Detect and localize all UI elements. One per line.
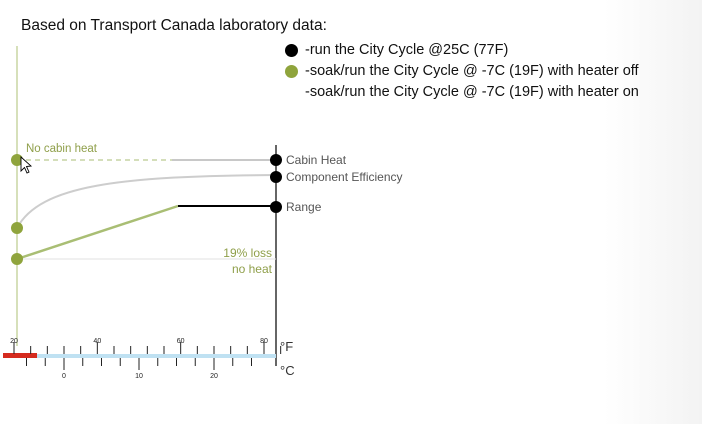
celsius-scale-start-segment	[3, 353, 37, 358]
fahrenheit-unit-label: °F	[280, 339, 293, 354]
series-label-range: Range	[286, 200, 322, 214]
fahrenheit-tick-label: 60	[177, 338, 185, 345]
legend-marker-black	[285, 43, 298, 57]
component-efficiency-black-marker	[270, 171, 282, 183]
celsius-tick-label: 10	[135, 373, 143, 380]
loss-label-line-1: 19% loss	[223, 246, 272, 260]
loss-label-line-2: no heat	[232, 262, 273, 276]
legend-label: -soak/run the City Cycle @ -7C (19F) wit…	[305, 63, 639, 79]
legend-label: -run the City Cycle @25C (77F)	[305, 42, 509, 58]
legend-label: -soak/run the City Cycle @ -7C (19F) wit…	[305, 84, 639, 100]
component-efficiency-curve	[16, 174, 277, 229]
no-cabin-heat-label: No cabin heat	[26, 143, 98, 155]
fahrenheit-tick-label: 20	[10, 338, 18, 345]
fahrenheit-tick-label: 80	[260, 338, 268, 345]
legend-marker-green	[285, 64, 298, 78]
cabin-heat-green-marker	[11, 154, 23, 166]
range-black-marker	[270, 201, 282, 213]
cabin-heat-black-marker	[270, 154, 282, 166]
slide-title: Based on Transport Canada laboratory dat…	[21, 17, 327, 34]
legend-item-25c: -run the City Cycle @25C (77F)	[285, 40, 508, 60]
temperature-scale: 20 40 60 80 0 10 20 °F °C	[3, 338, 295, 380]
celsius-ticks: 0 10 20	[26, 358, 252, 380]
legend-item-heater-on: -soak/run the City Cycle @ -7C (19F) wit…	[285, 82, 639, 102]
range-green-marker	[11, 253, 23, 265]
component-efficiency-green-marker	[11, 222, 23, 234]
celsius-scale-bar	[5, 354, 276, 358]
mouse-cursor-icon	[20, 155, 33, 174]
range-rising-line	[16, 204, 179, 261]
series-label-component-efficiency: Component Efficiency	[286, 170, 403, 184]
series-label-cabin-heat: Cabin Heat	[286, 153, 347, 167]
celsius-tick-label: 0	[62, 373, 66, 380]
legend-item-heater-off: -soak/run the City Cycle @ -7C (19F) wit…	[285, 61, 639, 81]
celsius-unit-label: °C	[280, 363, 295, 378]
celsius-tick-label: 20	[210, 373, 218, 380]
fahrenheit-ticks: 20 40 60 80	[10, 338, 282, 354]
fahrenheit-tick-label: 40	[93, 338, 101, 345]
